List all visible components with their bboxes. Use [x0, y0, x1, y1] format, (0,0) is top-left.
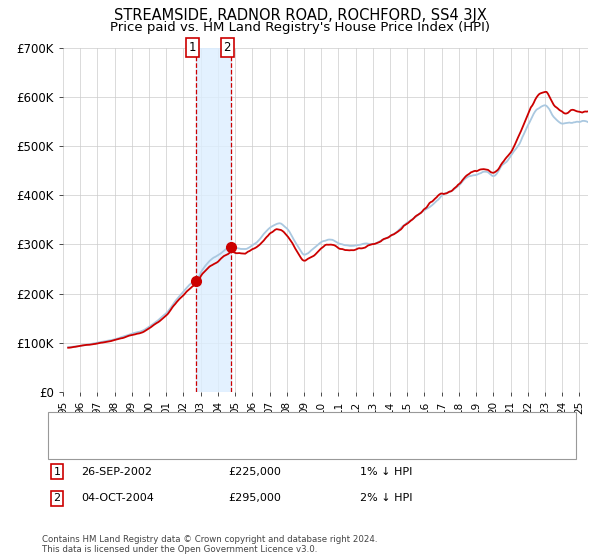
Text: 1% ↓ HPI: 1% ↓ HPI — [360, 466, 412, 477]
Text: £225,000: £225,000 — [228, 466, 281, 477]
Text: STREAMSIDE, RADNOR ROAD, ROCHFORD, SS4 3JX (detached house): STREAMSIDE, RADNOR ROAD, ROCHFORD, SS4 3… — [85, 412, 445, 422]
Text: 1: 1 — [188, 41, 196, 54]
Text: STREAMSIDE, RADNOR ROAD, ROCHFORD, SS4 3JX: STREAMSIDE, RADNOR ROAD, ROCHFORD, SS4 3… — [113, 8, 487, 24]
Text: Contains HM Land Registry data © Crown copyright and database right 2024.
This d: Contains HM Land Registry data © Crown c… — [42, 535, 377, 554]
Text: 2: 2 — [53, 493, 61, 503]
Text: 26-SEP-2002: 26-SEP-2002 — [81, 466, 152, 477]
Text: 1: 1 — [53, 466, 61, 477]
Bar — [196, 48, 231, 392]
Text: HPI: Average price, detached house, Rochford: HPI: Average price, detached house, Roch… — [85, 433, 325, 444]
Text: £295,000: £295,000 — [228, 493, 281, 503]
Text: 04-OCT-2004: 04-OCT-2004 — [81, 493, 154, 503]
Text: 2% ↓ HPI: 2% ↓ HPI — [360, 493, 413, 503]
Text: 2: 2 — [224, 41, 231, 54]
Text: Price paid vs. HM Land Registry's House Price Index (HPI): Price paid vs. HM Land Registry's House … — [110, 21, 490, 34]
